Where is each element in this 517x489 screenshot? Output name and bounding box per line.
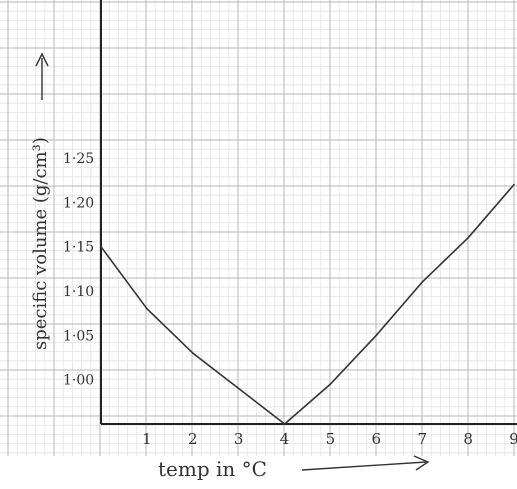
major-grid — [0, 0, 517, 456]
y-tick-label: 1·15 — [63, 240, 94, 256]
data-point — [375, 334, 378, 337]
data-point — [421, 281, 424, 283]
curve-layer — [100, 183, 515, 425]
data-point — [146, 307, 148, 310]
y-tick-label: 1·05 — [63, 328, 94, 344]
data-point — [283, 423, 286, 425]
y-axis-title: specific volume (g/cm³) — [30, 137, 51, 350]
x-tick-label: 1 — [142, 430, 152, 448]
series-line — [100, 184, 515, 425]
y-tick-labels: 1·00 1·05 1·10 1·15 1·20 1·25 — [63, 151, 94, 389]
x-tick-label: 5 — [326, 430, 336, 448]
x-tick-label: 8 — [463, 430, 473, 448]
x-axis-arrow — [301, 455, 430, 471]
data-point — [513, 183, 515, 186]
y-tick-label: 1·20 — [63, 195, 94, 211]
x-axis-title: temp in °C — [158, 457, 267, 481]
y-tick-label: 1·10 — [63, 284, 94, 300]
data-point — [191, 352, 194, 354]
x-tick-labels: 1 2 3 4 5 6 7 8 9 — [142, 430, 517, 448]
x-tick-label: 7 — [417, 430, 427, 448]
x-tick-label: 2 — [188, 430, 198, 448]
x-tick-label: 4 — [280, 430, 290, 448]
y-tick-label: 1·25 — [63, 151, 94, 167]
data-point — [100, 245, 102, 248]
x-tick-label: 3 — [234, 430, 244, 448]
y-tick-label: 1·00 — [63, 373, 94, 389]
axes — [100, 0, 517, 425]
x-tick-label: 9 — [509, 430, 517, 448]
x-tick-label: 6 — [372, 430, 382, 448]
data-point — [329, 383, 332, 385]
y-axis-arrow — [35, 52, 49, 100]
data-point — [237, 387, 240, 390]
data-point — [467, 237, 469, 239]
